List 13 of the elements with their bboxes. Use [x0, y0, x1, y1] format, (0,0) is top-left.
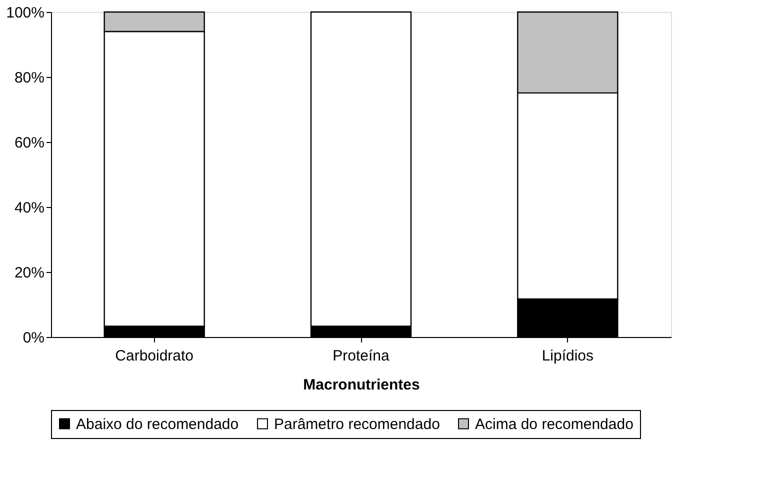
y-tick-label: 40%	[14, 200, 44, 216]
x-tick-label: Proteína	[332, 348, 390, 364]
y-tick-label: 20%	[14, 264, 44, 282]
y-tick-label: 100%	[6, 4, 44, 22]
x-tick-label: Carboidrato	[115, 348, 194, 364]
legend-label: Parâmetro recomendado	[274, 416, 440, 433]
y-tick-label: 80%	[14, 70, 44, 86]
legend-label: Acima do recomendado	[475, 416, 634, 433]
x-axis-title: Macronutrientes	[303, 376, 420, 394]
y-tick-label: 0%	[22, 330, 44, 346]
legend-label: Abaixo do recomendado	[76, 416, 239, 433]
x-tick-label: Lipídios	[542, 348, 594, 364]
y-tick-label: 60%	[14, 134, 44, 152]
